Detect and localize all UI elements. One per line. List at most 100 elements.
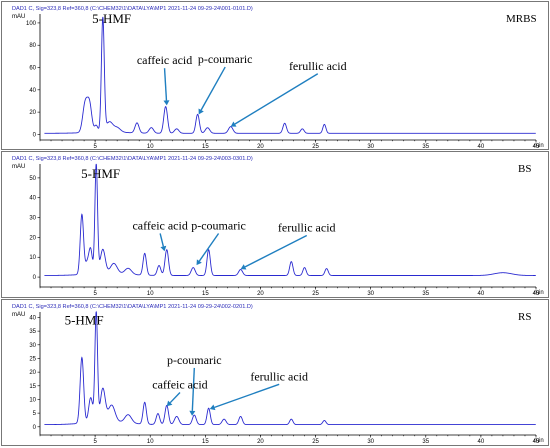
panel-bs-ylabel: mAU xyxy=(12,164,25,170)
y-tick-label-rs-7: 35 xyxy=(29,329,36,335)
arrowhead-caffeic-acid-mrbs xyxy=(163,100,170,106)
x-tick-label-bs-3: 20 xyxy=(257,291,264,297)
x-tick-label-rs-0: 5 xyxy=(93,439,97,445)
panel-rs-border xyxy=(1,299,549,446)
chromatogram-trace-mrbs xyxy=(44,16,536,134)
arrow-p-coumaric-rs xyxy=(191,367,196,411)
x-tick-label-rs-6: 35 xyxy=(422,439,429,445)
annotation-5-hmf-rs: 5-HMF xyxy=(65,312,104,327)
x-tick-label-mrbs-1: 10 xyxy=(147,144,154,150)
y-tick-label-rs-8: 40 xyxy=(29,315,36,321)
x-tick-label-bs-7: 40 xyxy=(478,291,485,297)
y-tick-label-bs-5: 50 xyxy=(29,176,36,182)
x-tick-label-mrbs-2: 15 xyxy=(202,144,209,150)
x-tick-label-bs-4: 25 xyxy=(312,291,319,297)
panel-rs-xlabel: min xyxy=(534,438,544,444)
panel-mrbs-border xyxy=(1,1,549,150)
panel-bs-xlabel: min xyxy=(534,290,544,296)
x-tick-label-rs-5: 30 xyxy=(367,439,374,445)
panel-mrbs-xlabel: min xyxy=(534,143,544,149)
y-tick-label-rs-5: 25 xyxy=(29,356,36,362)
panel-mrbs-ylabel: mAU xyxy=(12,14,25,20)
y-tick-label-rs-0: 0 xyxy=(33,425,37,431)
x-tick-label-bs-1: 10 xyxy=(147,291,154,297)
y-tick-label-rs-2: 10 xyxy=(29,397,36,403)
arrow-ferullic-acid-bs xyxy=(244,234,308,268)
x-tick-label-rs-2: 15 xyxy=(202,439,209,445)
panel-rs-ylabel: mAU xyxy=(12,312,25,318)
panel-rs-sample-label: RS xyxy=(518,311,531,323)
arrowhead-p-coumaric-rs xyxy=(189,410,196,416)
annotation-ferullic-acid-mrbs: ferullic acid xyxy=(289,59,347,73)
y-tick-label-rs-4: 20 xyxy=(29,370,36,376)
arrow-ferullic-acid-mrbs xyxy=(234,73,319,125)
arrowhead-ferullic-acid-mrbs xyxy=(230,121,237,127)
annotation-p-coumaric-mrbs: p-coumaric xyxy=(198,52,253,66)
y-tick-label-bs-4: 40 xyxy=(29,196,36,202)
panel-mrbs-plot: 5 10 15 20 25 30 35 40 45 0 20 40 60 80 100 5-HMF caffei… xyxy=(26,11,540,150)
arrow-p-coumaric-mrbs xyxy=(200,66,226,111)
x-tick-label-bs-6: 35 xyxy=(422,291,429,297)
y-tick-label-mrbs-3: 60 xyxy=(29,66,36,72)
annotation-p-coumaric-bs: p-coumaric xyxy=(191,218,246,232)
x-tick-label-mrbs-5: 30 xyxy=(367,144,374,150)
annotation-5-hmf-bs: 5-HMF xyxy=(81,166,120,181)
x-tick-label-mrbs-8: 45 xyxy=(533,144,540,150)
x-tick-label-rs-7: 40 xyxy=(478,439,485,445)
x-tick-label-rs-1: 10 xyxy=(147,439,154,445)
panel-rs-header: DAD1 C, Sig=323,8 Ref=360,8 (C:\CHEM32\1… xyxy=(12,304,253,310)
annotation-ferullic-acid-rs: ferullic acid xyxy=(250,369,308,383)
annotation-caffeic-acid-rs: caffeic acid xyxy=(152,378,207,392)
x-tick-label-bs-5: 30 xyxy=(367,291,374,297)
y-tick-label-mrbs-5: 100 xyxy=(26,21,37,27)
panel-rs: DAD1 C, Sig=323,8 Ref=360,8 (C:\CHEM32\1… xyxy=(1,299,549,446)
x-tick-label-mrbs-6: 35 xyxy=(422,144,429,150)
y-tick-label-bs-0: 0 xyxy=(33,275,37,281)
chromatogram-trace-bs xyxy=(44,163,536,276)
x-tick-label-mrbs-0: 5 xyxy=(93,144,97,150)
arrowhead-ferullic-acid-bs xyxy=(240,264,247,270)
arrowhead-p-coumaric-mrbs xyxy=(198,108,204,115)
x-tick-label-mrbs-4: 25 xyxy=(312,144,319,150)
arrow-ferullic-acid-rs xyxy=(214,383,280,409)
y-tick-label-rs-6: 30 xyxy=(29,343,36,349)
x-tick-label-mrbs-3: 20 xyxy=(257,144,264,150)
annotation-caffeic-acid-bs: caffeic acid xyxy=(132,218,187,232)
arrow-caffeic-acid-bs xyxy=(159,233,165,247)
arrowhead-caffeic-acid-bs xyxy=(160,245,167,252)
panel-bs-plot: 5 10 15 20 25 30 35 40 45 0 10 20 30 40 50 5-HMF caffeic… xyxy=(29,163,540,297)
y-tick-label-mrbs-0: 0 xyxy=(33,132,37,138)
y-tick-label-rs-1: 5 xyxy=(33,411,37,417)
annotation-p-coumaric-rs: p-coumaric xyxy=(167,353,222,367)
panel-mrbs-sample-label: MRBS xyxy=(506,13,537,25)
y-tick-label-rs-3: 15 xyxy=(29,384,36,390)
panel-rs-plot: 5 10 15 20 25 30 35 40 45 0 5 10 15 20 25 30 35 40 5-HMF p-… xyxy=(29,310,540,445)
y-tick-label-bs-3: 30 xyxy=(29,216,36,222)
x-tick-label-bs-8: 45 xyxy=(533,291,540,297)
arrow-p-coumaric-bs xyxy=(198,233,220,262)
panel-bs-sample-label: BS xyxy=(518,163,531,175)
arrowhead-ferullic-acid-rs xyxy=(209,404,216,411)
annotation-caffeic-acid-mrbs: caffeic acid xyxy=(137,53,192,67)
x-tick-label-bs-0: 5 xyxy=(93,291,97,297)
panel-bs-border xyxy=(1,151,549,298)
arrowhead-p-coumaric-bs xyxy=(196,259,202,266)
y-tick-label-bs-2: 20 xyxy=(29,235,36,241)
arrow-caffeic-acid-mrbs xyxy=(163,68,168,101)
annotation-5-hmf-mrbs: 5-HMF xyxy=(92,11,131,26)
annotation-ferullic-acid-bs: ferullic acid xyxy=(278,220,336,234)
y-tick-label-mrbs-4: 80 xyxy=(29,43,36,49)
panel-bs: DAD1 C, Sig=323,8 Ref=360,8 (C:\CHEM32\1… xyxy=(1,151,549,298)
panel-bs-header: DAD1 C, Sig=323,8 Ref=360,8 (C:\CHEM32\1… xyxy=(12,156,253,162)
x-tick-label-rs-8: 45 xyxy=(533,439,540,445)
y-tick-label-bs-1: 10 xyxy=(29,255,36,261)
arrowhead-caffeic-acid-rs xyxy=(166,400,173,407)
chromatogram-trace-rs xyxy=(44,310,536,426)
x-tick-label-rs-4: 25 xyxy=(312,439,319,445)
panel-mrbs-header: DAD1 C, Sig=323,8 Ref=360,8 (C:\CHEM32\1… xyxy=(12,6,253,12)
y-tick-label-mrbs-2: 40 xyxy=(29,88,36,94)
y-tick-label-mrbs-1: 20 xyxy=(29,110,36,116)
x-tick-label-mrbs-7: 40 xyxy=(478,144,485,150)
panel-mrbs: DAD1 C, Sig=323,8 Ref=360,8 (C:\CHEM32\1… xyxy=(1,1,549,150)
x-tick-label-bs-2: 15 xyxy=(202,291,209,297)
